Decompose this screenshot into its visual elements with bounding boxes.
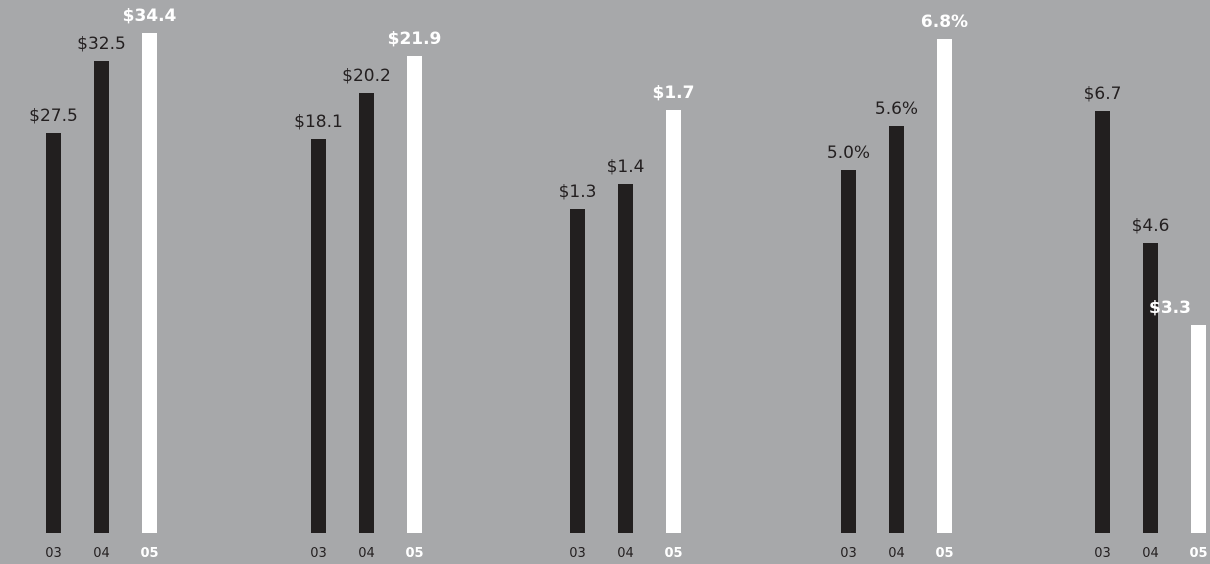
bar-05 bbox=[666, 110, 681, 533]
year-label: 05 bbox=[664, 546, 683, 561]
bar-03 bbox=[46, 133, 61, 533]
year-label: 03 bbox=[840, 546, 857, 561]
bar-04 bbox=[359, 93, 374, 533]
year-label: 03 bbox=[1094, 546, 1111, 561]
value-label: $21.9 bbox=[387, 29, 442, 49]
bar-03 bbox=[1095, 111, 1110, 533]
year-label: 04 bbox=[1142, 546, 1159, 561]
value-label: 5.6% bbox=[874, 99, 919, 119]
value-label: 6.8% bbox=[920, 12, 969, 32]
bar-05 bbox=[1191, 325, 1206, 533]
value-label: $6.7 bbox=[1083, 84, 1122, 104]
bar-05 bbox=[142, 33, 157, 533]
year-label: 04 bbox=[617, 546, 634, 561]
year-label: 04 bbox=[888, 546, 905, 561]
bar-04 bbox=[889, 126, 904, 533]
value-label: $32.5 bbox=[77, 34, 126, 54]
value-label: $1.3 bbox=[558, 182, 597, 202]
year-label: 03 bbox=[569, 546, 586, 561]
year-label: 03 bbox=[45, 546, 62, 561]
value-label: $1.7 bbox=[652, 83, 695, 103]
year-label: 03 bbox=[310, 546, 327, 561]
value-label: $4.6 bbox=[1131, 216, 1170, 236]
year-label: 04 bbox=[93, 546, 110, 561]
bar-03 bbox=[841, 170, 856, 533]
value-label: $18.1 bbox=[294, 112, 343, 132]
value-label: $3.3 bbox=[1149, 298, 1191, 318]
bar-05 bbox=[937, 39, 952, 533]
value-label: $27.5 bbox=[29, 106, 78, 126]
year-label: 05 bbox=[1189, 546, 1208, 561]
value-label: 5.0% bbox=[826, 143, 871, 163]
bar-03 bbox=[570, 209, 585, 533]
bar-04 bbox=[1143, 243, 1158, 533]
year-label: 05 bbox=[140, 546, 159, 561]
value-label: $1.4 bbox=[606, 157, 645, 177]
year-label: 05 bbox=[405, 546, 424, 561]
value-label: $34.4 bbox=[122, 6, 177, 26]
year-label: 04 bbox=[358, 546, 375, 561]
bar-04 bbox=[618, 184, 633, 533]
value-label: $20.2 bbox=[342, 66, 391, 86]
bar-04 bbox=[94, 61, 109, 533]
year-label: 05 bbox=[935, 546, 954, 561]
bar-05 bbox=[407, 56, 422, 533]
bar-03 bbox=[311, 139, 326, 533]
